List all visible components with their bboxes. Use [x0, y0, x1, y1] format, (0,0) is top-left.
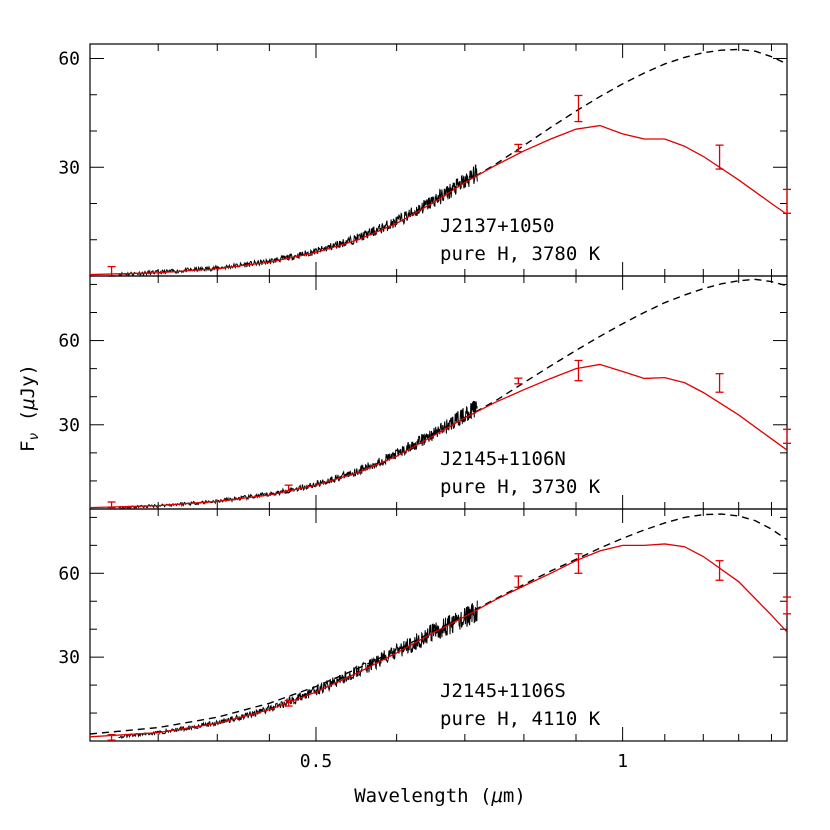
y-tick-label: 30 — [58, 647, 80, 668]
plot-area — [90, 278, 787, 509]
plot-area — [90, 48, 787, 276]
x-axis: 0.5 1 — [300, 751, 628, 772]
star-name-label: J2145+1106N — [440, 448, 566, 470]
photometry-point — [284, 699, 293, 707]
star-name-label: J2137+1050 — [440, 215, 554, 237]
photometry-point — [514, 377, 523, 385]
photometry-point — [783, 596, 791, 615]
blackbody-curve — [90, 513, 787, 735]
panel-frame — [89, 275, 788, 510]
y-tick-label: 30 — [58, 415, 80, 436]
photometry-point — [514, 143, 523, 153]
panels: 30 60 J2137+1050 pure H, 3780 K 30 60 J2145+11… — [58, 43, 791, 742]
model-label: pure H, 3730 K — [440, 476, 601, 498]
model-curve — [90, 363, 787, 509]
x-tick-label: 1 — [617, 751, 628, 772]
photometry-point — [514, 575, 523, 588]
y-tick-label: 30 — [58, 157, 80, 178]
blackbody-curve — [464, 278, 787, 419]
photometry-point — [574, 94, 583, 123]
photometry-point — [715, 373, 724, 393]
panel-frame — [89, 508, 788, 742]
y-axis-label: Fν (μJy) — [17, 364, 42, 452]
y-tick-label: 60 — [58, 331, 80, 352]
plot-area — [90, 513, 787, 740]
y-tick-label: 60 — [58, 563, 80, 584]
y-tick-label: 60 — [58, 49, 80, 70]
panel-2: 30 60 J2145+1106N pure H, 3730 K — [58, 275, 791, 510]
panel-3: 30 60 J2145+1106S pure H, 4110 K — [58, 508, 791, 742]
x-axis-label: Wavelength (μm) — [354, 785, 526, 807]
photometry-point — [107, 501, 116, 509]
panel-1: 30 60 J2137+1050 pure H, 3780 K — [58, 43, 791, 277]
photometry-point — [783, 428, 791, 444]
model-curve — [90, 124, 787, 276]
observed-spectrum — [118, 600, 478, 740]
panel-frame — [89, 43, 788, 277]
photometry-point — [715, 144, 724, 170]
photometry-point — [574, 553, 583, 574]
photometry-point — [574, 359, 583, 382]
photometry-point — [715, 560, 724, 581]
star-name-label: J2145+1106S — [440, 680, 566, 702]
model-label: pure H, 4110 K — [440, 708, 601, 730]
observed-spectrum — [118, 400, 478, 509]
photometry-point — [284, 484, 293, 492]
blackbody-curve — [464, 48, 787, 184]
photometry-point — [107, 733, 116, 741]
model-label: pure H, 3780 K — [440, 243, 601, 265]
photometry-point — [783, 188, 791, 214]
model-curve — [90, 543, 787, 738]
observed-spectrum — [118, 164, 478, 276]
x-tick-label: 0.5 — [300, 751, 333, 772]
